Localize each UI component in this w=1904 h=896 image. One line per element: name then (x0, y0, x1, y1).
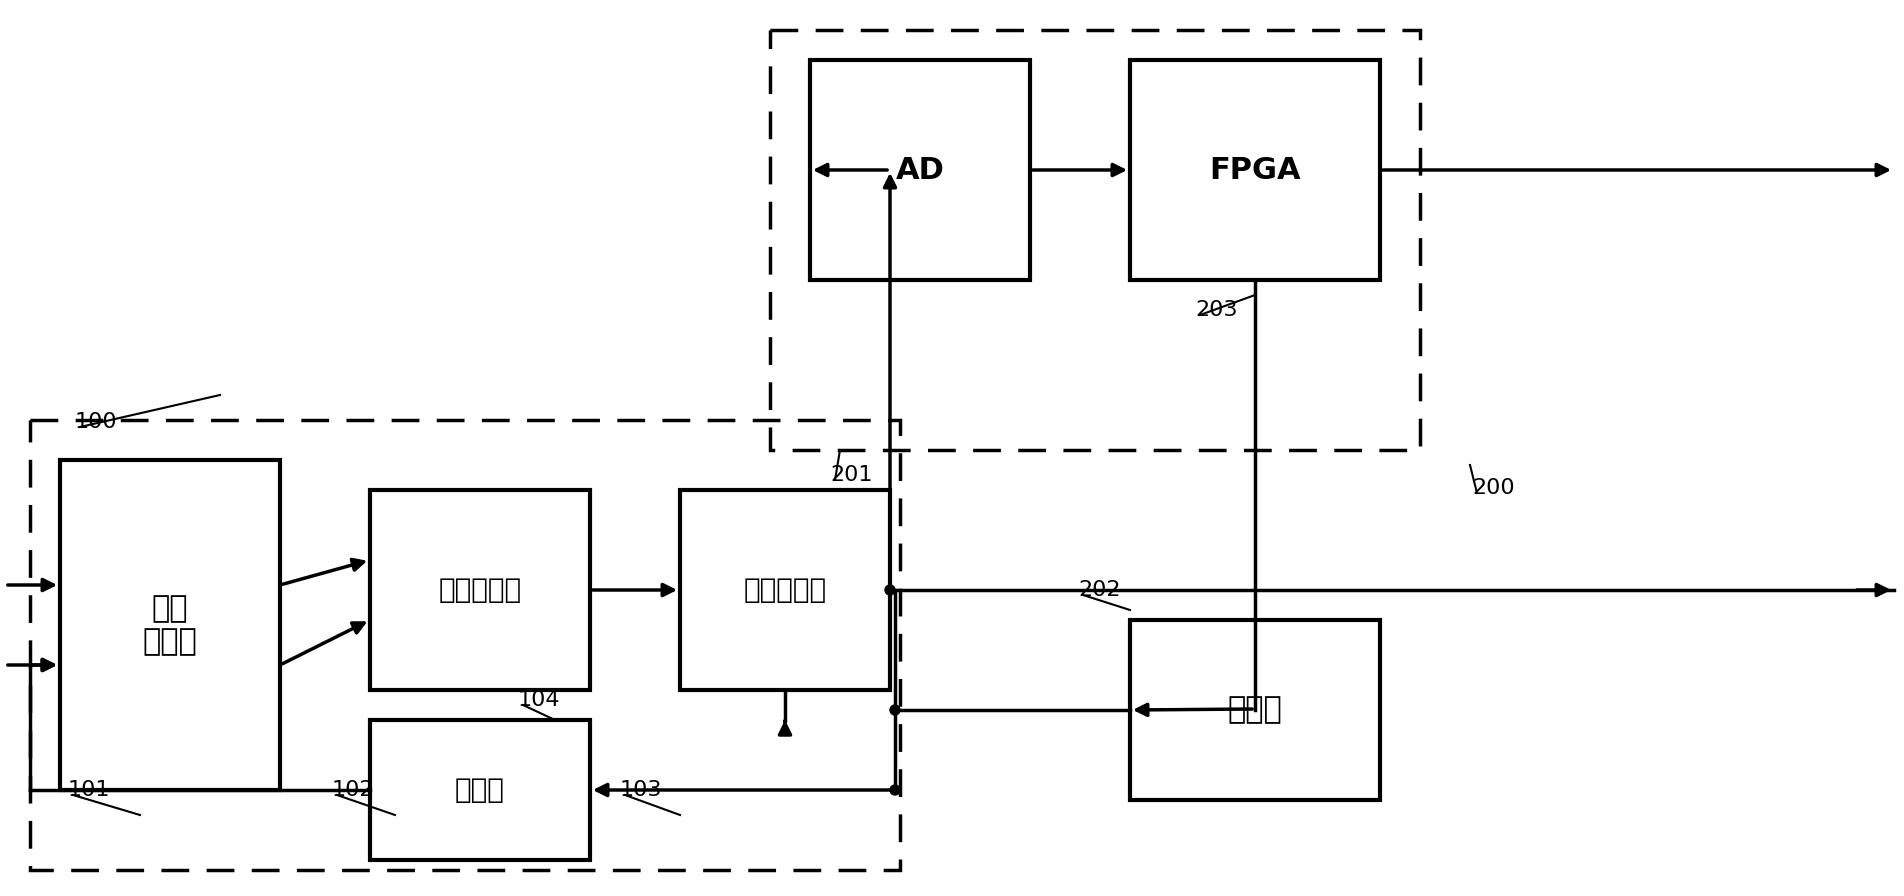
Text: 102: 102 (331, 780, 375, 800)
Bar (369, 720, 590, 860)
Bar (1129, 620, 1380, 800)
Text: 101: 101 (69, 780, 110, 800)
Text: 103: 103 (621, 780, 663, 800)
Text: 压控振荡器: 压控振荡器 (743, 576, 826, 604)
Text: 100: 100 (74, 412, 118, 432)
Text: FPGA: FPGA (1209, 156, 1300, 185)
Bar (809, 60, 1030, 280)
Text: 203: 203 (1196, 300, 1238, 320)
Text: 200: 200 (1472, 478, 1514, 498)
Bar (30, 420, 901, 870)
Text: 鉴频
鉴相器: 鉴频 鉴相器 (143, 594, 198, 656)
Text: 201: 201 (830, 465, 872, 485)
Bar (1129, 60, 1380, 280)
Bar (680, 490, 889, 690)
Bar (61, 460, 280, 790)
Circle shape (885, 585, 895, 595)
Text: 分频器: 分频器 (455, 776, 505, 804)
Text: 104: 104 (518, 690, 560, 710)
Text: 环路滤波器: 环路滤波器 (438, 576, 522, 604)
Text: AD: AD (895, 156, 944, 185)
Bar (369, 490, 590, 690)
Bar (769, 30, 1420, 450)
Text: 202: 202 (1078, 580, 1120, 600)
Text: 控制器: 控制器 (1228, 695, 1283, 725)
Circle shape (889, 705, 901, 715)
Circle shape (889, 785, 901, 795)
